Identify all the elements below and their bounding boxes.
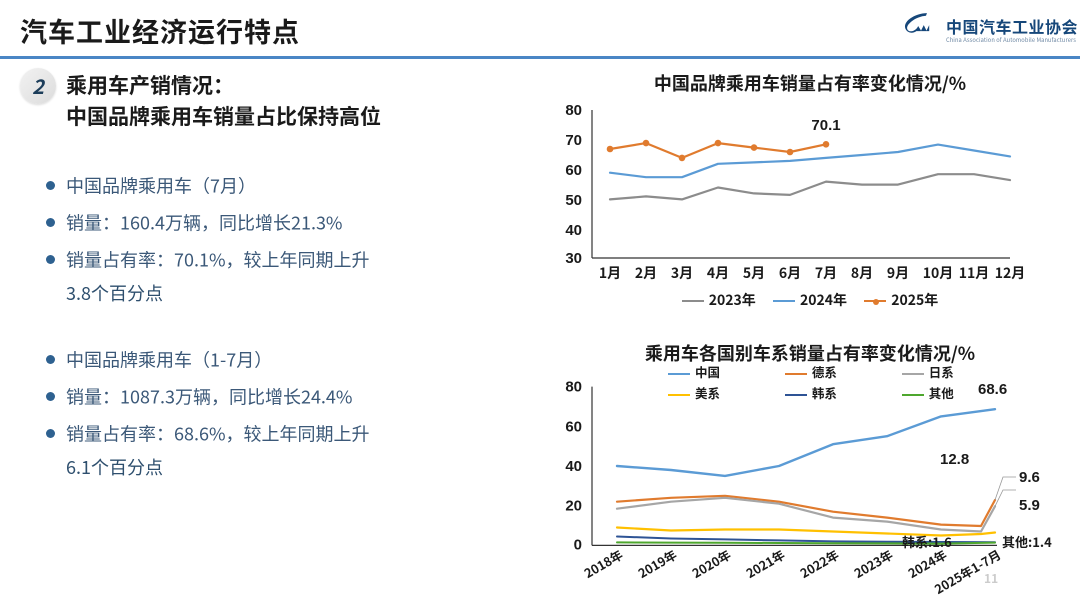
svg-text:3月: 3月 [671,263,693,283]
svg-text:30: 30 [565,250,582,267]
svg-text:2020年: 2020年 [688,545,734,582]
svg-text:12月: 12月 [995,263,1026,283]
svg-text:2022年: 2022年 [796,545,842,582]
svg-text:2019年: 2019年 [634,545,680,582]
svg-text:2018年: 2018年 [580,545,626,582]
svg-text:5月: 5月 [743,263,765,283]
svg-text:20: 20 [565,498,582,515]
svg-text:其他:1.4: 其他:1.4 [1002,532,1052,551]
svg-text:50: 50 [565,192,582,209]
svg-text:7月: 7月 [815,263,837,283]
svg-text:2021年: 2021年 [742,545,788,582]
svg-text:11月: 11月 [959,263,990,283]
svg-text:68.6: 68.6 [978,381,1007,398]
svg-text:韩系:1.6: 韩系:1.6 [902,532,952,551]
svg-text:40: 40 [565,458,582,475]
svg-text:0: 0 [574,536,582,553]
svg-text:2月: 2月 [635,263,657,283]
svg-text:1月: 1月 [599,263,621,283]
svg-text:8月: 8月 [851,263,873,283]
svg-text:4月: 4月 [707,263,729,283]
svg-text:80: 80 [565,379,582,396]
svg-text:70.1: 70.1 [811,117,840,134]
svg-text:60: 60 [565,162,582,179]
svg-text:9.6: 9.6 [1019,469,1040,486]
svg-text:70: 70 [565,132,582,149]
svg-text:80: 80 [565,102,582,119]
svg-text:5.9: 5.9 [1019,497,1040,514]
svg-text:10月: 10月 [923,263,954,283]
svg-text:6月: 6月 [779,263,801,283]
svg-text:40: 40 [565,222,582,239]
svg-text:12.8: 12.8 [940,451,969,468]
svg-text:9月: 9月 [887,263,909,283]
svg-text:2023年: 2023年 [850,545,896,582]
svg-text:60: 60 [565,418,582,435]
